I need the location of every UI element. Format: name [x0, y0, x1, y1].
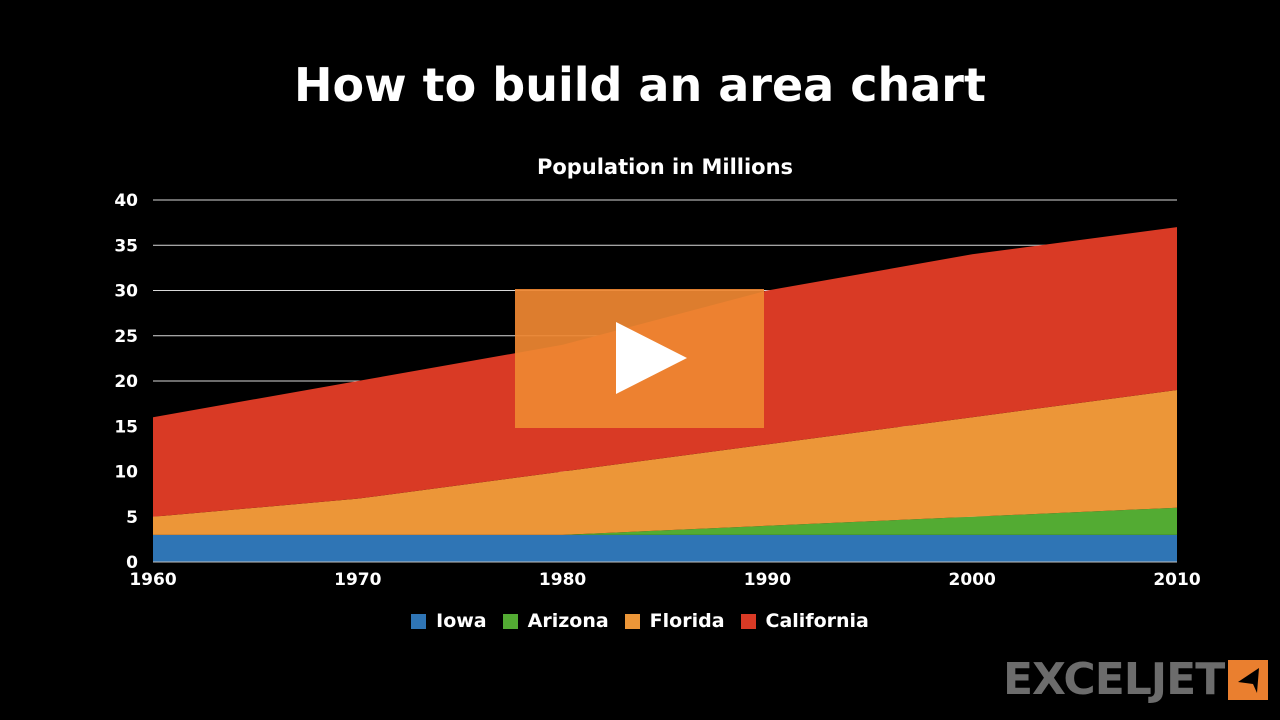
y-tick-label: 5 [126, 508, 138, 528]
x-tick-label: 2000 [949, 570, 996, 590]
legend-item-arizona: Arizona [502, 610, 609, 632]
video-title: How to build an area chart [294, 58, 986, 112]
y-tick-label: 15 [114, 417, 138, 437]
y-tick-label: 30 [114, 282, 138, 302]
play-button[interactable] [515, 289, 764, 428]
play-icon [616, 322, 687, 394]
area-florida [153, 390, 1177, 535]
chart-title: Population in Millions [536, 155, 794, 179]
legend-item-california: California [740, 610, 869, 632]
x-tick-label: 1960 [129, 570, 176, 590]
y-tick-label: 25 [114, 327, 138, 347]
x-tick-label: 1970 [334, 570, 381, 590]
chart-legend: Iowa Arizona Florida California [0, 610, 1280, 632]
x-tick-label: 1990 [744, 570, 791, 590]
y-tick-label: 20 [114, 372, 138, 392]
x-tick-label: 1980 [539, 570, 586, 590]
exceljet-logo: EXCELJET [1003, 654, 1269, 705]
legend-label: Florida [649, 610, 725, 632]
y-tick-label: 35 [114, 236, 138, 256]
logo-text: EXCELJET [1003, 654, 1225, 705]
legend-swatch [624, 613, 640, 629]
legend-item-iowa: Iowa [411, 610, 487, 632]
legend-item-florida: Florida [624, 610, 725, 632]
legend-label: California [765, 610, 869, 632]
y-tick-label: 40 [114, 191, 138, 211]
x-tick-label: 2010 [1153, 570, 1200, 590]
area-iowa [153, 534, 1177, 562]
legend-label: Arizona [527, 610, 609, 632]
logo-arrow-icon [1228, 660, 1269, 700]
legend-label: Iowa [436, 610, 487, 632]
y-tick-label: 0 [126, 553, 138, 573]
legend-swatch [411, 613, 427, 629]
y-tick-label: 10 [114, 463, 138, 483]
area-arizona [153, 507, 1177, 535]
legend-swatch [740, 613, 756, 629]
legend-swatch [502, 613, 518, 629]
